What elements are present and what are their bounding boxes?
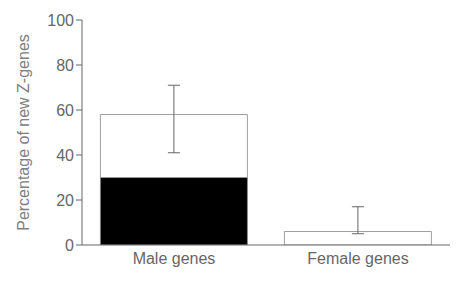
svg-text:20: 20 <box>56 192 74 209</box>
svg-text:40: 40 <box>56 147 74 164</box>
svg-text:Male genes: Male genes <box>133 250 216 267</box>
svg-text:80: 80 <box>56 57 74 74</box>
svg-text:0: 0 <box>65 237 74 254</box>
svg-text:100: 100 <box>47 12 74 29</box>
svg-text:Percentage of new Z-genes: Percentage of new Z-genes <box>15 34 32 231</box>
svg-text:60: 60 <box>56 102 74 119</box>
svg-text:Female genes: Female genes <box>307 250 408 267</box>
